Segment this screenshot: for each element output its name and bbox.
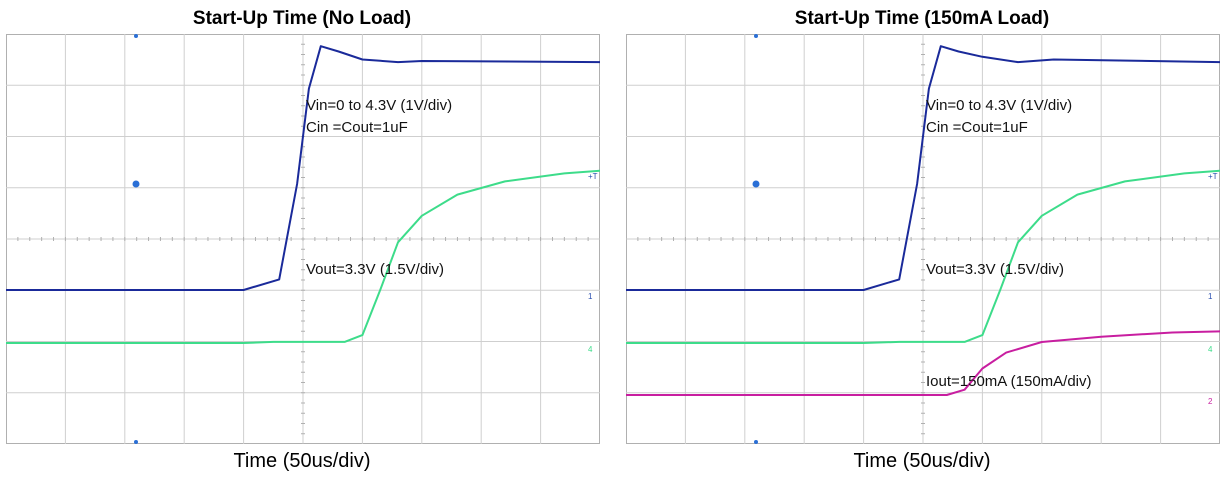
chart-title: Start-Up Time (150mA Load)	[794, 8, 1050, 29]
x-axis-label: Time (50us/div)	[853, 450, 991, 472]
trace-vout	[626, 169, 1220, 344]
chart-title: Start-Up Time (No Load)	[192, 8, 412, 29]
annotation: Iout=150mA (150mA/div)	[926, 373, 1092, 390]
trigger-marker-top	[754, 34, 758, 38]
trace-vin	[6, 45, 600, 291]
annotation: Cin =Cout=1uF	[306, 119, 408, 136]
scope-plot-150ma-load: Vin=0 to 4.3V (1V/div) Cin =Cout=1uF Vout=…	[626, 34, 1220, 444]
chart-panel-150ma-load: Start-Up Time (150mA Load) Vin=0 to 4.3V…	[620, 0, 1224, 478]
channel-marker: 2	[1208, 397, 1213, 406]
channel-marker: +T	[588, 172, 598, 181]
trigger-marker-bottom	[134, 440, 138, 444]
channel-marker: 1	[1208, 292, 1213, 301]
annotation: Vin=0 to 4.3V (1V/div)	[926, 97, 1072, 114]
trigger-marker-bottom	[754, 440, 758, 444]
trigger-level-marker	[132, 180, 140, 188]
channel-marker: 1	[588, 292, 593, 301]
trace-vout	[6, 169, 600, 344]
channel-marker: +T	[1208, 172, 1218, 181]
channel-marker: 4	[1208, 345, 1213, 354]
channel-marker: 4	[588, 345, 593, 354]
trigger-level-marker	[752, 180, 760, 188]
scope-plot-no-load: Vin=0 to 4.3V (1V/div) Cin =Cout=1uF Vout=…	[6, 34, 600, 444]
trace-vin	[626, 45, 1220, 291]
annotation: Vin=0 to 4.3V (1V/div)	[306, 97, 452, 114]
x-axis-label: Time (50us/div)	[233, 450, 371, 472]
annotation: Vout=3.3V (1.5V/div)	[926, 261, 1064, 278]
annotation: Vout=3.3V (1.5V/div)	[306, 261, 444, 278]
annotation: Cin =Cout=1uF	[926, 119, 1028, 136]
trigger-marker-top	[134, 34, 138, 38]
chart-panel-no-load: Start-Up Time (No Load) Vin=0 to 4.3V (1…	[0, 0, 604, 478]
trace-iout	[626, 330, 1220, 396]
